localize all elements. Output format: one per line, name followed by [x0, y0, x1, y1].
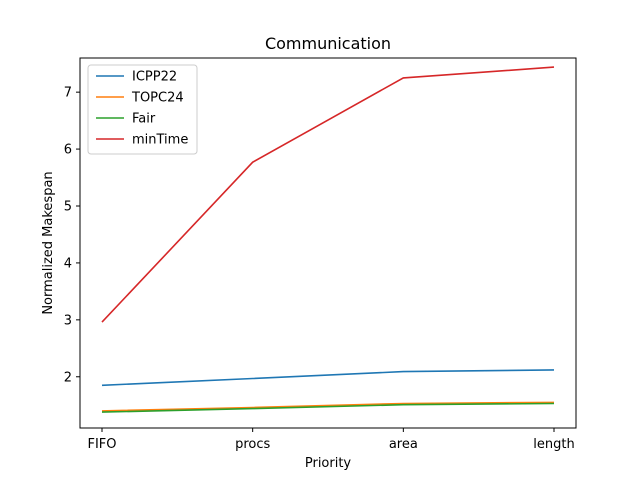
y-tick-label: 7: [64, 86, 72, 101]
x-tick-label: procs: [235, 437, 270, 452]
y-tick-label: 3: [64, 313, 72, 328]
legend-label-topc24: TOPC24: [131, 91, 184, 106]
y-tick-label: 6: [64, 143, 72, 158]
y-tick-label: 4: [64, 256, 72, 271]
chart-title: Communication: [265, 34, 391, 53]
x-tick-label: FIFO: [87, 437, 116, 452]
series-line-icpp22: [101, 369, 555, 387]
y-axis-ticks: 2 3 4 5 6 7: [64, 86, 80, 385]
legend-label-fair: Fair: [132, 112, 156, 127]
legend-box: [87, 64, 198, 155]
x-tick-label: length: [533, 437, 574, 452]
series-line-fair: [101, 402, 555, 413]
series-lines: [101, 66, 555, 413]
axes-frame: [79, 57, 577, 429]
x-axis-title: Priority: [305, 456, 352, 471]
y-tick-label: 5: [64, 200, 72, 215]
legend-label-icpp22: ICPP22: [132, 70, 177, 85]
y-axis-title: Normalized Makespan: [41, 171, 56, 314]
x-tick-label: area: [389, 437, 418, 452]
series-line-mintime: [101, 66, 555, 323]
legend: ICPP22 TOPC24 Fair minTime: [87, 64, 198, 155]
y-tick-label: 2: [64, 370, 72, 385]
x-axis-ticks: FIFO procs area length: [87, 428, 575, 452]
series-line-topc24: [101, 401, 555, 412]
legend-label-mintime: minTime: [132, 133, 188, 148]
